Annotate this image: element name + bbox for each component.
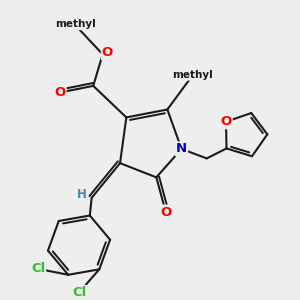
Text: methyl: methyl [56, 20, 96, 29]
Text: methyl: methyl [172, 70, 213, 80]
Text: Cl: Cl [31, 262, 45, 275]
Text: O: O [102, 46, 113, 59]
Text: O: O [55, 86, 66, 99]
Text: N: N [176, 142, 187, 155]
Text: Cl: Cl [72, 286, 86, 299]
Text: O: O [160, 206, 171, 218]
Text: O: O [220, 115, 232, 128]
Text: H: H [77, 188, 87, 201]
